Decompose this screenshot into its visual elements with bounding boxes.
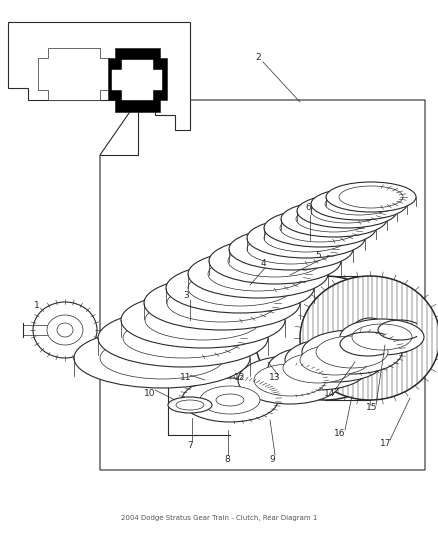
Ellipse shape (209, 238, 341, 284)
Polygon shape (108, 48, 167, 112)
Text: 1: 1 (34, 301, 40, 310)
Ellipse shape (264, 209, 376, 247)
Ellipse shape (296, 206, 372, 232)
Text: 2: 2 (255, 52, 261, 61)
Ellipse shape (348, 318, 392, 358)
Polygon shape (8, 22, 190, 130)
Text: 14: 14 (324, 389, 336, 398)
Ellipse shape (311, 199, 383, 223)
Ellipse shape (285, 338, 385, 382)
Ellipse shape (302, 330, 402, 374)
Ellipse shape (188, 250, 328, 298)
Ellipse shape (145, 300, 261, 340)
Ellipse shape (200, 386, 260, 414)
Ellipse shape (326, 182, 416, 212)
Ellipse shape (228, 245, 322, 277)
Ellipse shape (264, 224, 348, 252)
Text: 17: 17 (380, 439, 392, 448)
Text: 8: 8 (224, 456, 230, 464)
Text: 15: 15 (366, 403, 378, 413)
Ellipse shape (325, 193, 393, 215)
Ellipse shape (182, 378, 278, 422)
Text: 13: 13 (269, 374, 281, 383)
Ellipse shape (74, 328, 250, 388)
Ellipse shape (316, 336, 388, 368)
Ellipse shape (352, 324, 412, 350)
Ellipse shape (144, 276, 300, 330)
Polygon shape (38, 48, 110, 100)
Ellipse shape (300, 276, 438, 400)
Text: 6: 6 (305, 204, 311, 213)
Ellipse shape (300, 345, 370, 375)
Text: 7: 7 (187, 440, 193, 449)
Text: 16: 16 (334, 429, 346, 438)
Ellipse shape (311, 188, 407, 220)
Ellipse shape (176, 400, 204, 410)
Polygon shape (100, 100, 425, 470)
Text: 9: 9 (269, 456, 275, 464)
Ellipse shape (208, 257, 308, 291)
Ellipse shape (47, 315, 83, 345)
Text: 10: 10 (144, 389, 156, 398)
Ellipse shape (247, 234, 335, 264)
Text: 5: 5 (315, 251, 321, 260)
Ellipse shape (167, 284, 277, 322)
Ellipse shape (168, 397, 212, 413)
Text: 4: 4 (260, 259, 266, 268)
Ellipse shape (339, 186, 403, 208)
Ellipse shape (216, 394, 244, 406)
Ellipse shape (123, 318, 243, 358)
Ellipse shape (57, 323, 73, 337)
Ellipse shape (188, 270, 292, 306)
Text: 11: 11 (180, 374, 192, 383)
Text: 12: 12 (234, 374, 246, 383)
Ellipse shape (283, 353, 353, 383)
Ellipse shape (100, 337, 224, 379)
Text: 3: 3 (183, 292, 189, 301)
Ellipse shape (280, 214, 360, 242)
Ellipse shape (297, 194, 397, 228)
Ellipse shape (238, 356, 342, 404)
Ellipse shape (360, 329, 380, 347)
Ellipse shape (255, 276, 395, 400)
Ellipse shape (229, 228, 353, 270)
Ellipse shape (340, 319, 424, 355)
Ellipse shape (33, 302, 97, 358)
Ellipse shape (247, 218, 365, 258)
Ellipse shape (121, 292, 285, 348)
Polygon shape (112, 60, 162, 100)
Text: 2004 Dodge Stratus Gear Train - Clutch, Rear Diagram 1: 2004 Dodge Stratus Gear Train - Clutch, … (121, 515, 317, 521)
Ellipse shape (281, 201, 387, 237)
Ellipse shape (98, 309, 268, 367)
Ellipse shape (254, 364, 326, 396)
Ellipse shape (166, 263, 314, 313)
Ellipse shape (268, 346, 368, 390)
